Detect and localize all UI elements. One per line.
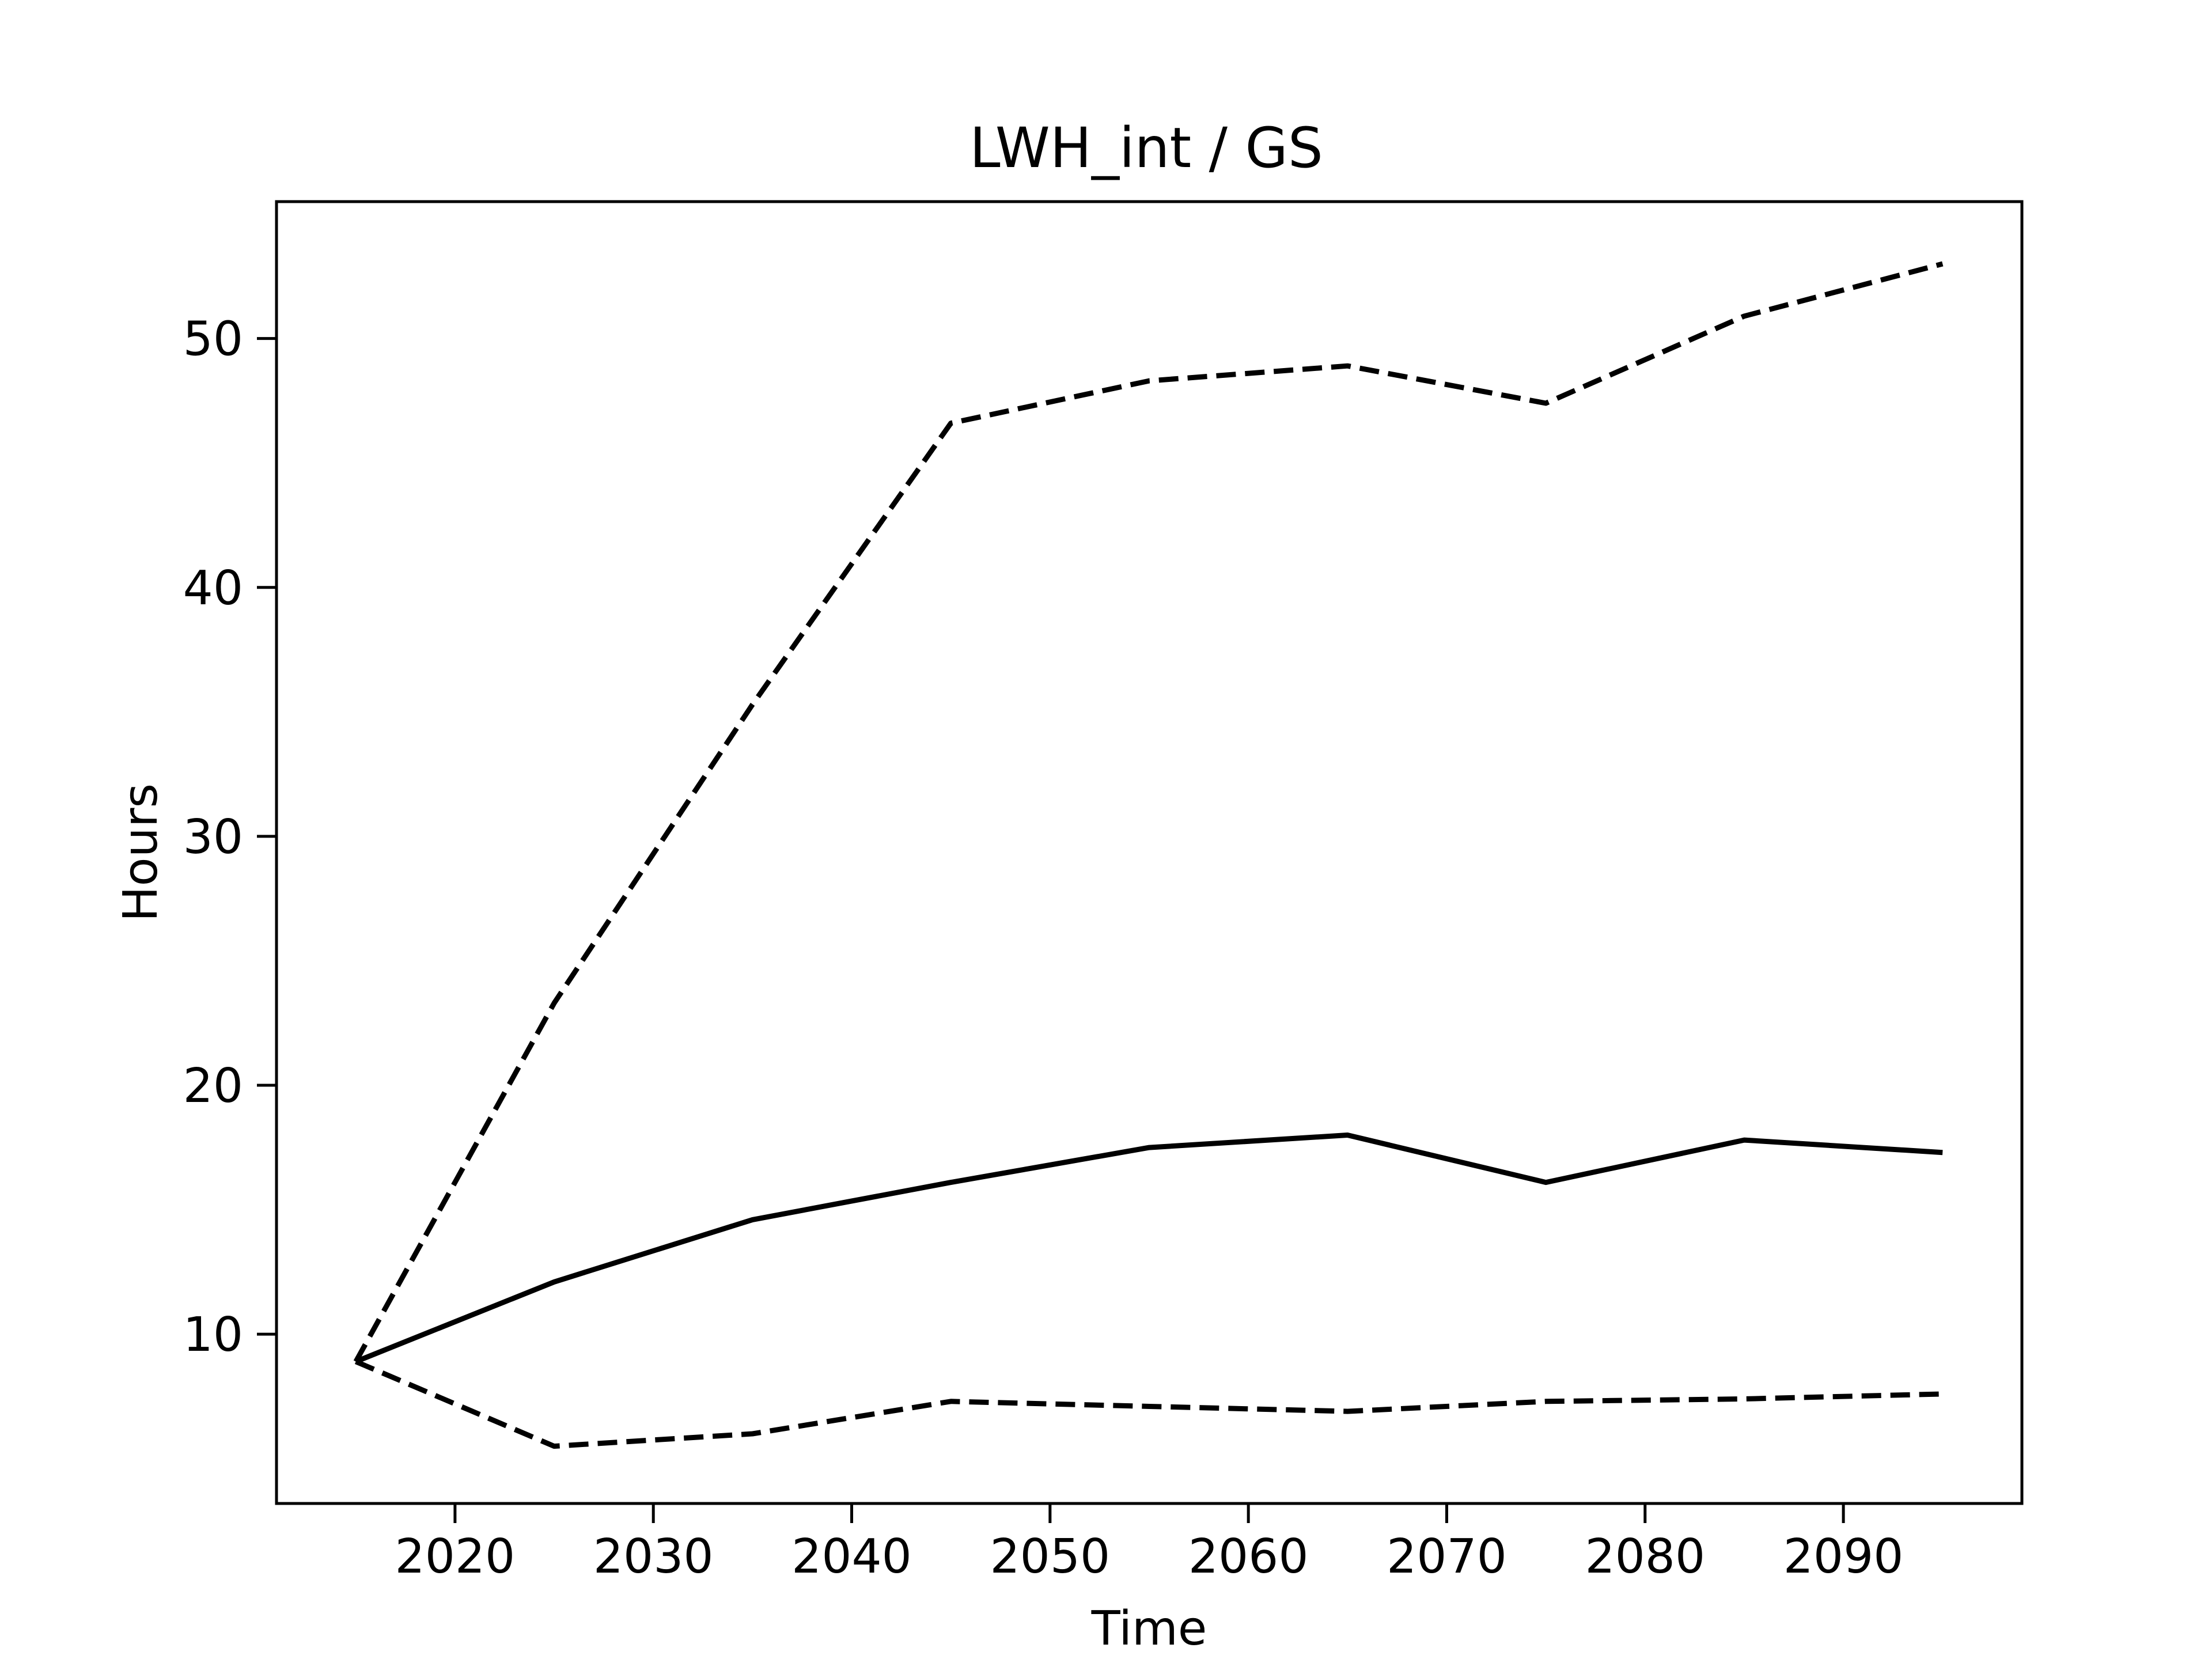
plot-frame	[275, 200, 2024, 1505]
series-layer	[353, 261, 1944, 1449]
x-axis: 2020 2030 2040 2050 2060 2070 2080 2090	[395, 1503, 1904, 1584]
x-tick-label-2050: 2050	[990, 1529, 1110, 1584]
y-tick-label-40: 40	[183, 561, 243, 616]
x-tick-label-2090: 2090	[1783, 1529, 1904, 1584]
y-tick-label-50: 50	[183, 312, 243, 367]
x-tick-label-2020: 2020	[395, 1529, 516, 1584]
x-axis-label: Time	[1091, 1601, 1207, 1656]
y-axis: 10 20 30 40 50	[183, 312, 276, 1362]
y-tick-label-10: 10	[183, 1308, 243, 1362]
series-line-2	[353, 261, 1944, 1363]
y-axis-label: Hours	[113, 783, 168, 922]
series-line-1	[355, 1132, 1943, 1364]
x-tick-label-2070: 2070	[1387, 1529, 1507, 1584]
y-tick-label-20: 20	[183, 1059, 243, 1113]
x-tick-label-2060: 2060	[1188, 1529, 1309, 1584]
y-tick-label-30: 30	[183, 810, 243, 865]
x-tick-label-2030: 2030	[593, 1529, 714, 1584]
chart-title: LWH_int / GS	[969, 116, 1323, 180]
x-tick-label-2040: 2040	[791, 1529, 912, 1584]
x-tick-label-2080: 2080	[1585, 1529, 1705, 1584]
series-line-3	[354, 1359, 1943, 1449]
